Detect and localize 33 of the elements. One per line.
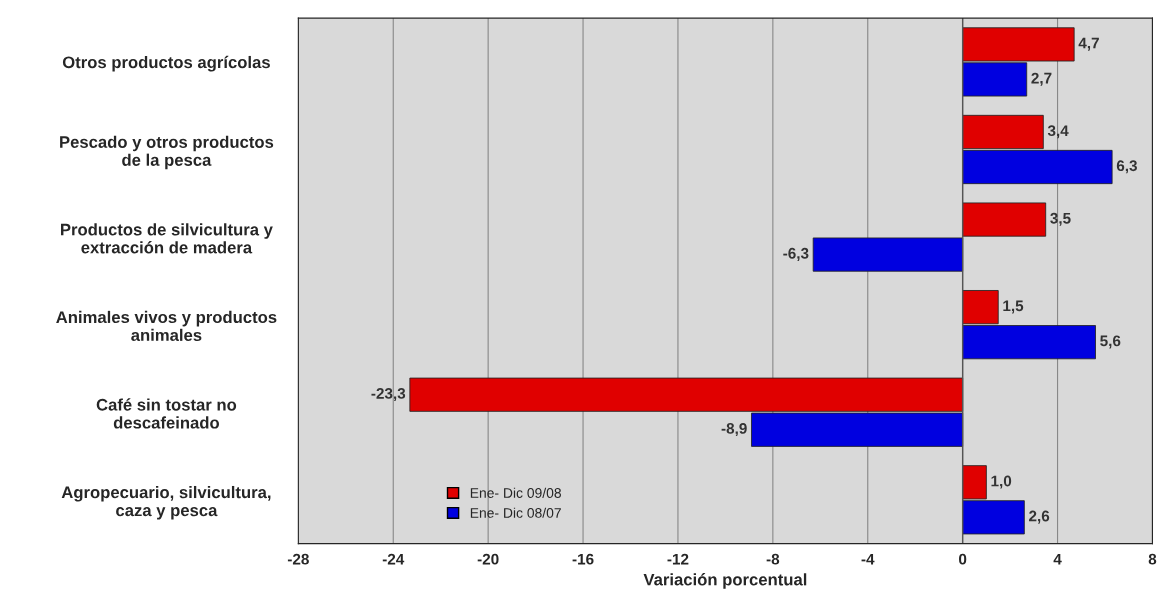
bar bbox=[812, 237, 964, 272]
x-tick-label: -8 bbox=[766, 553, 780, 565]
legend-label: Ene- Dic 09/08 bbox=[470, 487, 561, 498]
bar bbox=[962, 202, 1047, 237]
x-tick-label: -4 bbox=[861, 553, 875, 565]
x-tick-label: -20 bbox=[477, 553, 499, 565]
x-tick-label: 4 bbox=[1053, 553, 1062, 565]
x-tick-label: -24 bbox=[382, 553, 405, 565]
y-tick-label: Productos de silvicultura y extracción de madera bbox=[61, 223, 273, 254]
data-label: 1,5 bbox=[1003, 300, 1024, 314]
data-label: 2,7 bbox=[1031, 72, 1052, 86]
y-tick-label: Pescado y otros productos de la pesca bbox=[60, 135, 274, 170]
x-tick-label: 0 bbox=[959, 553, 967, 565]
x-tick-label: -28 bbox=[287, 553, 309, 565]
data-label: 2,6 bbox=[1029, 510, 1050, 524]
data-label: 6,3 bbox=[1116, 160, 1137, 174]
y-tick-label: Café sin tostar no descafeinado bbox=[96, 398, 237, 429]
x-tick-label: -16 bbox=[572, 553, 594, 565]
x-axis-title: Variación porcentual bbox=[643, 573, 807, 589]
data-label: -8,9 bbox=[721, 423, 747, 437]
data-label: -23,3 bbox=[371, 388, 406, 402]
data-label: 3,4 bbox=[1047, 125, 1069, 139]
data-label: 1,0 bbox=[991, 475, 1012, 489]
data-label: 5,6 bbox=[1100, 335, 1121, 349]
x-tick-label: 8 bbox=[1148, 553, 1157, 565]
data-label: 4,7 bbox=[1078, 37, 1099, 51]
legend-label: Ene- Dic 08/07 bbox=[470, 507, 561, 518]
y-tick-label: Agropecuario, silvicultura, caza y pesca bbox=[61, 485, 271, 520]
y-tick-label: Animales vivos y productos animales bbox=[56, 310, 277, 342]
data-label: -6,3 bbox=[783, 247, 809, 261]
x-tick-label: -12 bbox=[667, 553, 689, 565]
y-tick-label: Otros productos agrícolas bbox=[62, 55, 270, 72]
data-label: 3,5 bbox=[1050, 212, 1071, 226]
